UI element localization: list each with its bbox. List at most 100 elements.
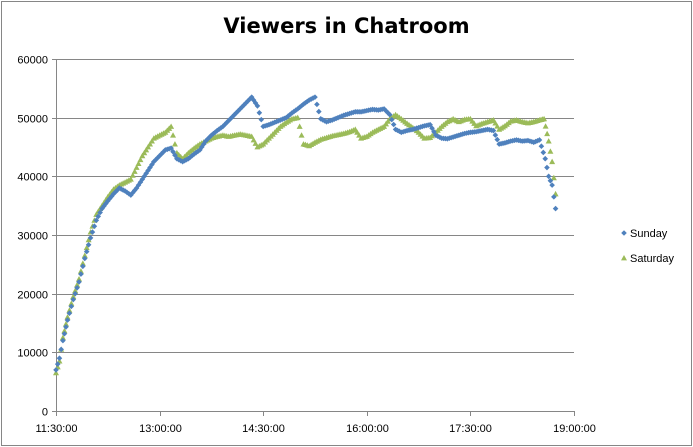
data-point [89,229,96,235]
data-point [131,168,138,174]
data-point [85,236,92,243]
data-point [388,116,395,123]
data-point [85,241,92,248]
data-point [168,123,175,129]
data-point [547,148,554,154]
y-tick-label: 50000 [17,114,48,126]
data-point [133,185,140,191]
data-point [204,136,211,142]
data-point [552,205,559,212]
data-point [68,300,75,306]
data-point [77,268,84,274]
data-point [258,116,265,123]
data-point [72,287,79,294]
data-point [99,205,105,212]
data-point [128,192,134,198]
data-point [139,152,146,159]
data-point [83,248,90,255]
data-point [129,172,136,178]
data-point [61,327,68,334]
data-point [143,146,150,153]
data-point [549,182,555,188]
data-point [538,143,545,150]
x-tick-label: 17:30:00 [449,423,492,435]
data-point [72,290,78,297]
data-point [106,195,113,202]
x-tick-label: 11:30:00 [35,423,77,435]
x-tick-label: 16:00:00 [346,423,389,435]
data-point [62,320,69,327]
chart-title: Viewers in Chatroom [223,14,470,38]
legend-label-saturday: Saturday [630,253,675,265]
data-point [74,285,80,291]
data-point [544,130,551,137]
y-tick-label: 40000 [17,172,48,184]
data-point [112,189,119,195]
data-point [536,137,543,143]
data-point [387,111,393,118]
data-point [241,102,247,108]
y-tick-label: 60000 [17,55,48,67]
series-saturday [53,111,559,376]
data-point [91,223,98,229]
data-point [542,123,549,129]
data-point [296,123,303,129]
x-tick-label: 14:30:00 [242,423,285,435]
data-point [80,263,86,270]
data-point [233,109,240,116]
data-point [545,173,552,180]
data-point [245,98,251,104]
data-point [235,108,242,114]
data-point [76,279,82,285]
data-point [250,136,257,143]
data-point [246,96,253,102]
data-point [120,187,126,193]
data-point [110,191,117,197]
data-point [143,170,149,177]
data-point [243,100,249,106]
data-point [126,190,132,197]
data-point [149,161,155,168]
data-point [70,296,77,303]
x-tick-labels: 11:30:00 13:00:00 14:30:00 16:00:00 17:30:00… [35,423,595,435]
data-point [298,132,305,138]
data-point [54,361,61,367]
data-point [544,164,550,171]
data-point [148,138,155,144]
data-point [141,149,148,156]
data-point [64,314,71,320]
series-sunday [53,94,559,373]
data-point [60,337,66,344]
y-tick-label: 0 [42,407,48,419]
data-point [252,140,259,146]
data-point [101,203,107,209]
data-point [59,334,66,341]
data-point [74,281,81,288]
data-point [494,136,501,143]
data-point [70,293,77,299]
data-point [229,113,236,120]
data-point [212,129,219,135]
y-tick-labels: 0 10000 20000 30000 40000 50000 60000 [17,55,48,419]
data-point [127,176,134,182]
data-point [239,104,245,110]
data-point [390,121,397,128]
data-point [147,164,153,171]
data-point [147,141,154,147]
data-point [66,310,73,317]
data-point [316,108,322,115]
data-point [78,271,84,277]
data-point [550,174,557,181]
data-point [141,173,148,180]
data-point [133,164,140,170]
data-point [87,235,94,241]
data-point [97,209,103,216]
data-point [66,307,73,313]
data-point [56,355,63,361]
data-point [254,103,261,109]
data-point [252,100,259,106]
data-point [81,252,88,258]
data-point [61,330,68,337]
